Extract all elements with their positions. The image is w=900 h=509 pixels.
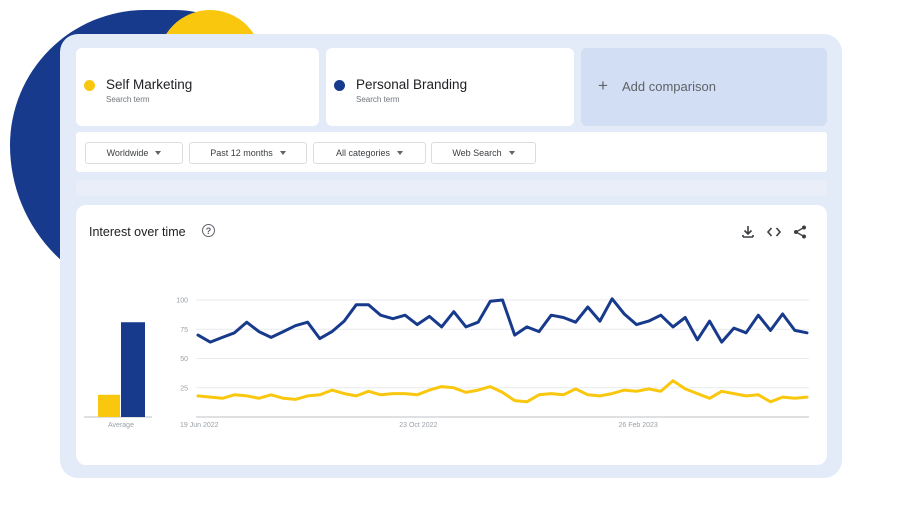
chart-title: Interest over time	[89, 225, 186, 239]
search-term-caption: Search term	[356, 95, 400, 104]
add-comparison-label: Add comparison	[622, 79, 716, 94]
divider-strip	[76, 180, 827, 196]
plus-icon: +	[598, 76, 608, 95]
series-line-personal-branding	[196, 297, 809, 344]
filter-bar: Worldwide Past 12 months All categories …	[76, 132, 827, 172]
y-tick-label: 100	[176, 298, 188, 305]
average-bar-personal-branding	[121, 322, 145, 417]
interest-chart: 25 50 75 100 19 Jun 2022 23 Oct 2022 26 Feb 20…	[84, 297, 809, 429]
chevron-down-icon	[397, 151, 404, 155]
x-tick-label: 26 Feb 2023	[618, 422, 657, 429]
y-tick-label: 50	[180, 356, 188, 363]
series-line-self-marketing	[196, 379, 809, 404]
series-color-dot	[84, 80, 95, 91]
search-term-card-personal-branding[interactable]: Personal Branding Search term	[326, 48, 574, 126]
region-filter-dropdown[interactable]: Worldwide	[85, 142, 183, 164]
chevron-down-icon	[279, 151, 286, 155]
y-tick-label: 75	[180, 327, 188, 334]
help-circle-icon[interactable]: ?	[202, 224, 215, 237]
search-type-filter-label: Web Search	[452, 148, 502, 158]
search-term-name: Personal Branding	[356, 77, 468, 92]
share-icon[interactable]	[792, 224, 808, 240]
chevron-down-icon	[155, 151, 162, 155]
average-label: Average	[108, 422, 134, 429]
y-tick-label: 25	[180, 385, 188, 392]
category-filter-dropdown[interactable]: All categories	[313, 142, 426, 164]
x-tick-label: 19 Jun 2022	[180, 422, 219, 429]
search-type-filter-dropdown[interactable]: Web Search	[431, 142, 536, 164]
download-icon[interactable]	[740, 224, 756, 240]
search-term-caption: Search term	[106, 95, 150, 104]
region-filter-label: Worldwide	[106, 148, 149, 158]
time-range-filter-label: Past 12 months	[210, 148, 273, 158]
time-range-filter-dropdown[interactable]: Past 12 months	[189, 142, 307, 164]
add-comparison-button[interactable]: + Add comparison	[581, 48, 827, 126]
x-tick-label: 23 Oct 2022	[399, 422, 437, 429]
search-term-name: Self Marketing	[106, 77, 193, 92]
chevron-down-icon	[508, 151, 515, 155]
interest-over-time-panel: Interest over time ? 25 50 75 100 19 Jun 202…	[76, 205, 827, 465]
category-filter-label: All categories	[335, 148, 391, 158]
embed-code-icon[interactable]	[766, 224, 782, 240]
search-term-card-self-marketing[interactable]: Self Marketing Search term	[76, 48, 319, 126]
series-color-dot	[334, 80, 345, 91]
average-bar-self-marketing	[98, 394, 120, 417]
